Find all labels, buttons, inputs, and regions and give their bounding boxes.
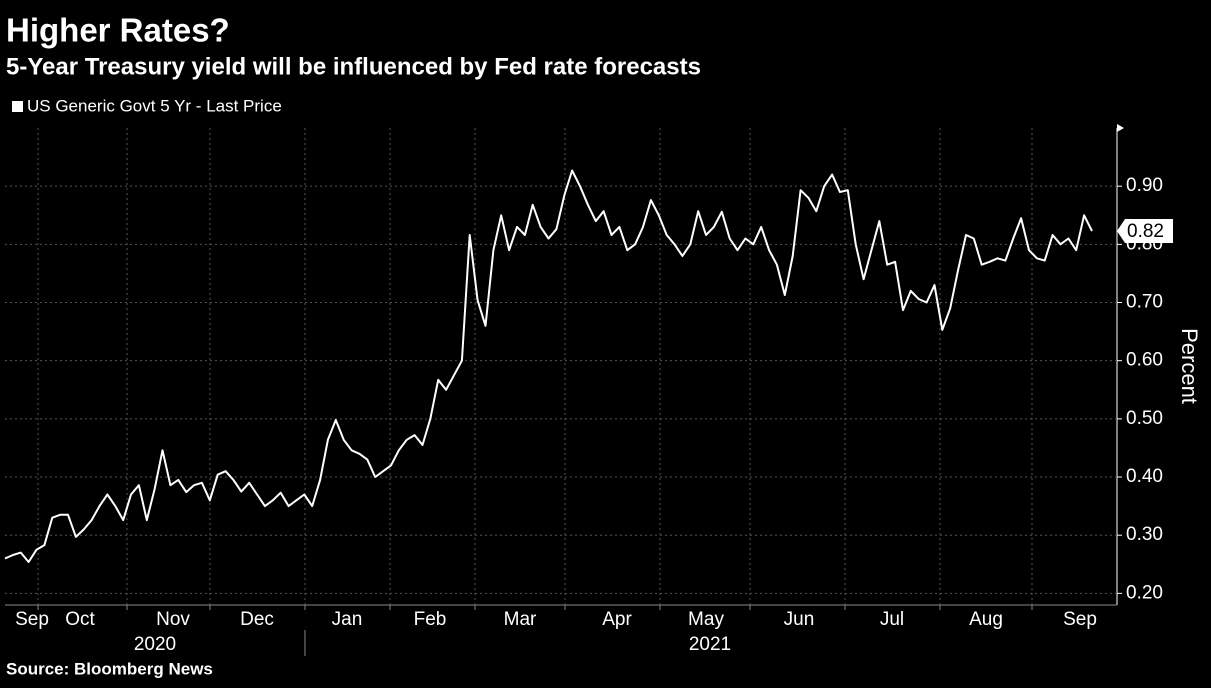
x-tick-label: Mar [504, 609, 537, 630]
y-tick-label: 0.30 [1126, 524, 1163, 545]
source: Source: Bloomberg News [6, 659, 213, 678]
y-tick-label: 0.20 [1126, 582, 1163, 603]
last-value-box [1117, 218, 1173, 243]
chart-title: Higher Rates? [6, 12, 230, 49]
year-label: 2021 [689, 634, 731, 655]
x-tick-label: Oct [65, 609, 95, 630]
y-tick-label: 0.50 [1126, 408, 1163, 429]
x-tick-label: Aug [969, 609, 1003, 630]
x-tick-label: Jun [784, 609, 815, 630]
x-tick-label: Sep [15, 609, 49, 630]
x-tick-label: Sep [1063, 609, 1097, 630]
line-series [4, 169, 1093, 563]
y-tick-label: 0.40 [1126, 466, 1163, 487]
year-label: 2020 [134, 634, 176, 655]
chart-subtitle: 5-Year Treasury yield will be influenced… [6, 53, 701, 80]
x-tick-label: Jul [880, 609, 904, 630]
last-value-label: 0.82 [1127, 221, 1164, 242]
x-tick-label: Nov [156, 609, 190, 630]
y-axis-label: Percent [1177, 328, 1202, 404]
x-tick-label: Jan [332, 609, 363, 630]
y-tick-label: 0.70 [1126, 292, 1163, 313]
y-tick-label: 0.60 [1126, 350, 1163, 371]
legend-swatch [12, 101, 23, 112]
legend-label: US Generic Govt 5 Yr - Last Price [27, 96, 282, 115]
x-tick-label: May [688, 609, 724, 630]
x-tick-label: Feb [414, 609, 447, 630]
y-tick-label: 0.90 [1126, 175, 1163, 196]
axis-arrow [1117, 124, 1124, 132]
x-tick-label: Apr [602, 609, 632, 630]
x-tick-label: Dec [240, 609, 274, 630]
